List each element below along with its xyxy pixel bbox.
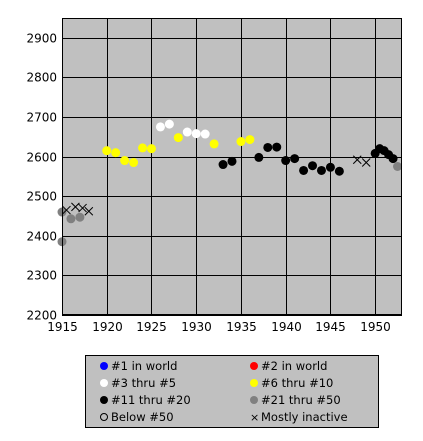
- dot-marker-icon: [250, 396, 258, 404]
- data-point: [316, 165, 326, 175]
- scatter-chart: 2200 2300 2400 2500 2600 2700 2800 2900 1915 192…: [26, 18, 403, 334]
- data-point: [182, 127, 192, 137]
- data-point: [129, 158, 139, 168]
- x-tick-label: 1930: [181, 320, 212, 334]
- data-point: [281, 156, 291, 166]
- x-tick-label: 1925: [136, 320, 167, 334]
- data-point: [325, 162, 335, 172]
- legend-label: Below #50: [111, 410, 174, 424]
- ring-marker-icon: [100, 413, 108, 421]
- dot-marker-icon: [100, 396, 108, 404]
- data-point: [120, 156, 130, 166]
- y-tick-label: 2600: [26, 151, 57, 165]
- data-point: [393, 162, 403, 171]
- data-point: [388, 154, 398, 164]
- data-point-x: [84, 206, 94, 216]
- data-point: [155, 122, 165, 132]
- legend-label: #1 in world: [111, 359, 178, 373]
- y-tick-label: 2700: [26, 111, 57, 125]
- y-tick-label: 2900: [26, 32, 57, 46]
- data-point: [102, 146, 112, 156]
- legend-label: Mostly inactive: [261, 410, 348, 424]
- data-point: [111, 148, 121, 158]
- data-point: [200, 129, 210, 139]
- legend: #1 in world #2 in world #3 thru #5 #6 thru …: [85, 355, 379, 428]
- data-point: [254, 152, 264, 162]
- plot-area: [62, 18, 402, 315]
- y-tick-label: 2200: [26, 309, 57, 323]
- legend-label: #3 thru #5: [111, 376, 177, 390]
- legend-item: #6 thru #10: [250, 376, 333, 390]
- plot-border: [62, 18, 402, 315]
- data-point-x: [361, 158, 371, 167]
- data-point-x: [78, 203, 87, 213]
- data-point: [75, 212, 85, 222]
- data-points: [57, 119, 403, 247]
- legend-item: #3 thru #5: [100, 376, 176, 390]
- data-point: [299, 165, 309, 175]
- y-tick-label: 2500: [26, 190, 57, 204]
- x-tick-label: 1945: [315, 320, 346, 334]
- data-point: [191, 129, 201, 139]
- data-point: [272, 142, 282, 152]
- data-point: [164, 119, 174, 129]
- legend-item: #21 thru #50: [250, 393, 341, 407]
- data-point: [146, 144, 156, 154]
- y-tick-label: 2300: [26, 269, 57, 283]
- data-point: [245, 135, 255, 145]
- data-point: [236, 137, 246, 147]
- y-axis-ticks: 2200 2300 2400 2500 2600 2700 2800 2900: [26, 32, 57, 323]
- data-point-x: [62, 205, 71, 215]
- data-point: [218, 160, 228, 170]
- data-point: [173, 133, 183, 143]
- x-tick-label: 1940: [271, 320, 302, 334]
- legend-label: #2 in world: [261, 359, 328, 373]
- x-tick-label: 1915: [47, 320, 78, 334]
- legend-label: #6 thru #10: [261, 376, 334, 390]
- dot-marker-icon: [100, 379, 108, 387]
- data-point: [209, 139, 219, 149]
- data-point: [263, 142, 273, 152]
- data-point: [290, 154, 300, 164]
- data-point: [334, 166, 344, 176]
- legend-label: #21 thru #50: [261, 393, 341, 407]
- x-tick-label: 1935: [226, 320, 257, 334]
- legend-item: #11 thru #20: [100, 393, 191, 407]
- dot-marker-icon: [250, 362, 258, 370]
- data-point: [66, 214, 76, 224]
- x-marker-icon: ×: [250, 410, 260, 424]
- x-tick-label: 1920: [92, 320, 123, 334]
- legend-item: Below #50: [100, 410, 174, 424]
- y-tick-label: 2400: [26, 230, 57, 244]
- dot-marker-icon: [100, 362, 108, 370]
- data-point: [308, 161, 318, 171]
- legend-label: #11 thru #20: [111, 393, 191, 407]
- x-tick-label: 1950: [360, 320, 391, 334]
- data-point: [138, 143, 148, 153]
- legend-item: × Mostly inactive: [250, 410, 348, 424]
- legend-item: #1 in world: [100, 359, 177, 373]
- data-point: [227, 156, 237, 166]
- y-tick-label: 2800: [26, 71, 57, 85]
- data-point-x: [71, 202, 80, 212]
- data-point-x: [352, 155, 362, 165]
- dot-marker-icon: [250, 379, 258, 387]
- legend-item: #2 in world: [250, 359, 327, 373]
- x-axis-ticks: 1915 1920 1925 1930 1935 1940 1945 1950: [47, 320, 391, 334]
